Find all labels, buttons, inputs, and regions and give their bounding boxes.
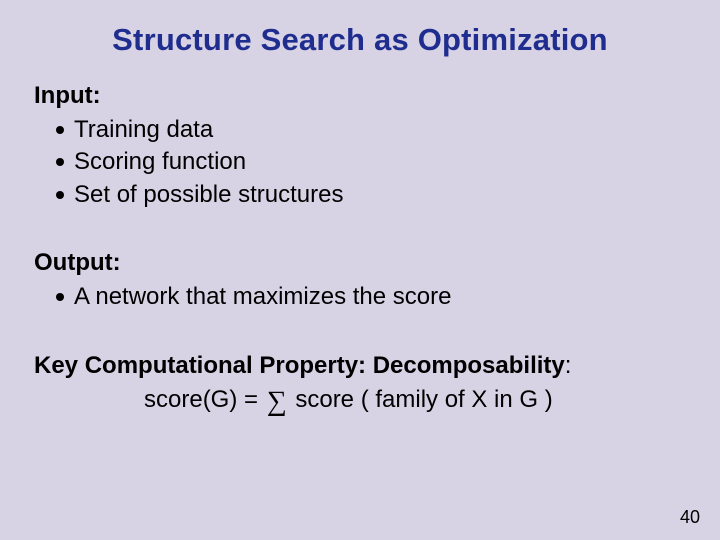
key-property-formula: score(G) = ∑ score ( family of X in G ) <box>34 386 686 418</box>
slide-root: Structure Search as Optimization Input: … <box>0 0 720 540</box>
list-item: A network that maximizes the score <box>56 281 686 313</box>
output-section: Output: A network that maximizes the sco… <box>34 249 686 313</box>
input-label: Input: <box>34 82 686 110</box>
formula-rhs: score ( family of X in G ) <box>289 386 553 413</box>
output-list: A network that maximizes the score <box>34 281 686 313</box>
list-item: Set of possible structures <box>56 179 686 211</box>
input-section: Input: Training data Scoring function Se… <box>34 82 686 211</box>
page-number: 40 <box>680 507 700 528</box>
list-item: Scoring function <box>56 146 686 178</box>
output-label: Output: <box>34 249 686 277</box>
key-property-label: Key Computational Property: Decomposabil… <box>34 352 686 380</box>
formula-lhs: score(G) = <box>144 386 265 413</box>
input-list: Training data Scoring function Set of po… <box>34 114 686 211</box>
key-property-section: Key Computational Property: Decomposabil… <box>34 352 686 418</box>
list-item: Training data <box>56 114 686 146</box>
sigma-icon: ∑ <box>265 386 289 418</box>
key-property-bold: Key Computational Property: Decomposabil… <box>34 352 565 379</box>
slide-title: Structure Search as Optimization <box>34 22 686 58</box>
key-property-tail: : <box>565 352 572 379</box>
